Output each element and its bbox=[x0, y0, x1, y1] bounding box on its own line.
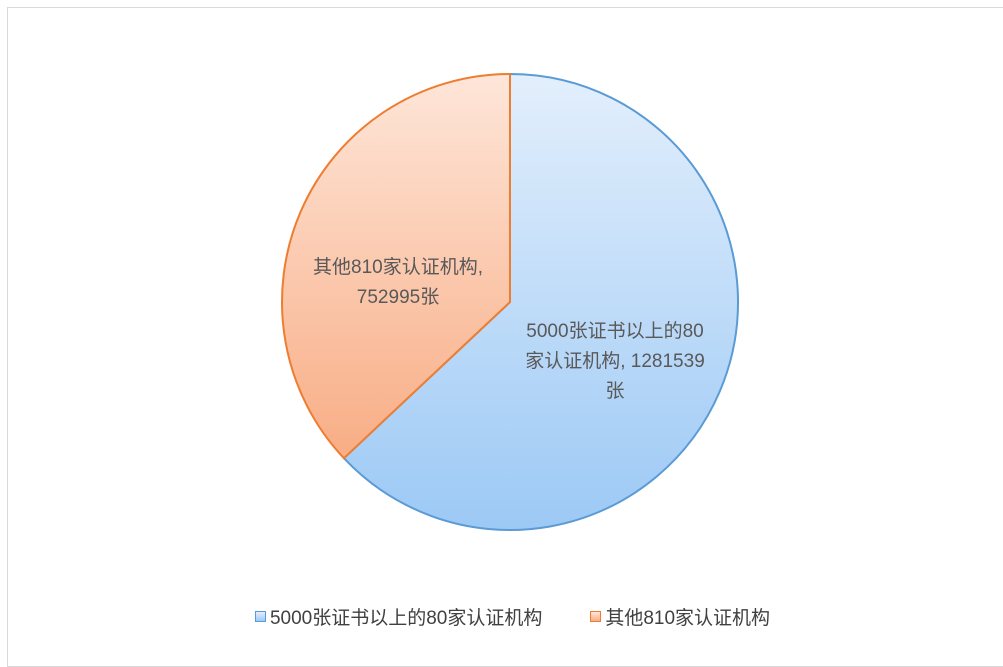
data-label: 5000张证书以上的80家认证机构, 1281539张 bbox=[525, 321, 705, 402]
legend-item: 5000张证书以上的80家认证机构 bbox=[254, 603, 543, 630]
pie-slice bbox=[342, 72, 739, 531]
data-label: 其他810家认证机构, 752995张 bbox=[313, 257, 483, 308]
legend-swatch bbox=[254, 611, 266, 622]
legend: 5000张证书以上的80家认证机构 其他810家认证机构 bbox=[0, 603, 1003, 630]
legend-label: 5000张证书以上的80家认证机构 bbox=[269, 608, 543, 629]
chart bbox=[281, 72, 739, 531]
legend-item: 其他810家认证机构 bbox=[590, 603, 770, 630]
legend-label: 其他810家认证机构 bbox=[605, 608, 771, 629]
legend-swatch bbox=[590, 611, 602, 622]
page: {"chart_data": {"type": "pie", "categori… bbox=[0, 7, 1003, 667]
pie-slice bbox=[281, 72, 511, 460]
